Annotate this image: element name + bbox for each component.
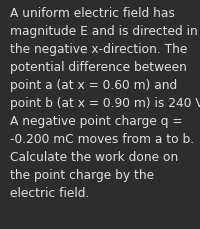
Text: A uniform electric field has
magnitude E and is directed in
the negative x-direc: A uniform electric field has magnitude E…: [10, 7, 200, 199]
